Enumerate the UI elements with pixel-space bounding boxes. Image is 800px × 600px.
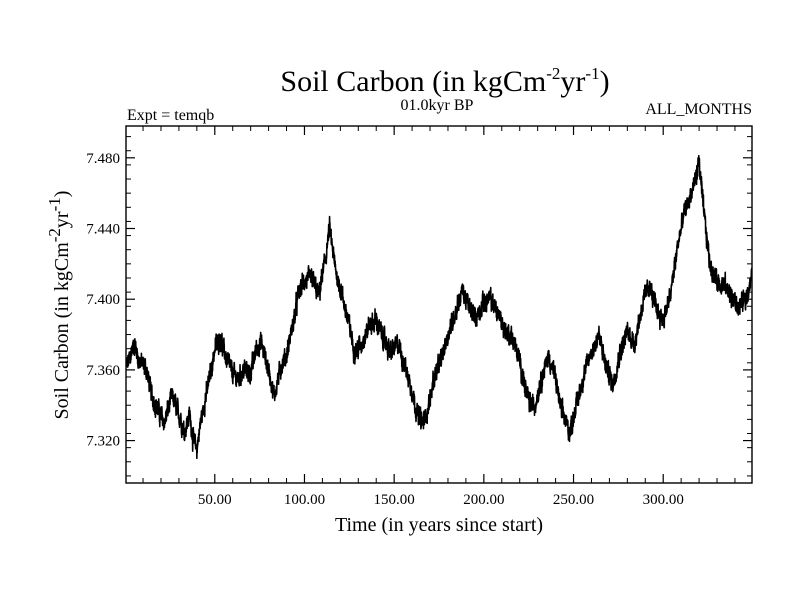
y-axis: 7.320 7.360 7.400 7.440 7.480 <box>86 136 752 477</box>
y-axis-label: Soil Carbon (in kgCm-2yr-1) <box>45 191 73 420</box>
x-tick-label: 300.00 <box>643 492 684 508</box>
experiment-label: Expt = temqb <box>127 107 214 124</box>
chart-title: Soil Carbon (in kgCm-2yr-1) <box>280 64 609 98</box>
y-tick-label: 7.400 <box>86 292 120 308</box>
y-tick-label: 7.480 <box>86 151 120 167</box>
y-tick-label: 7.440 <box>86 222 120 238</box>
months-label: ALL_MONTHS <box>645 101 752 118</box>
y-tick-label: 7.360 <box>86 363 120 379</box>
period-label: 01.0kyr BP <box>401 97 474 114</box>
plot-area <box>126 154 752 460</box>
y-tick-label: 7.320 <box>86 434 120 450</box>
x-tick-label: 50.00 <box>198 492 232 508</box>
x-axis: 50.00 100.00 150.00 200.00 250.00 300.00 <box>142 126 736 508</box>
x-tick-label: 250.00 <box>553 492 594 508</box>
x-tick-label: 200.00 <box>463 492 504 508</box>
plot-frame <box>125 125 753 484</box>
x-tick-label: 150.00 <box>374 492 415 508</box>
x-axis-label: Time (in years since start) <box>335 514 543 536</box>
x-tick-label: 100.00 <box>284 492 325 508</box>
soil-carbon-series-line <box>126 154 752 460</box>
